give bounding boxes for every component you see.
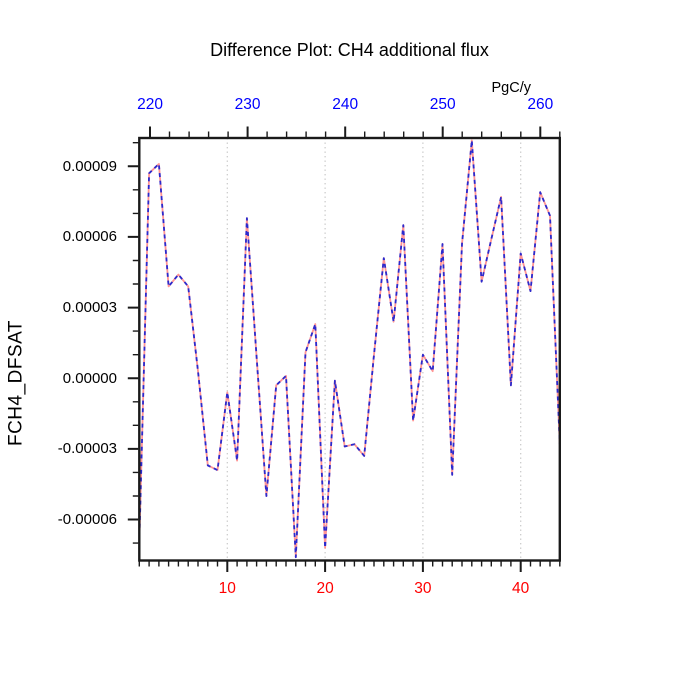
y-tick-label: 0.00000 — [62, 369, 117, 387]
x-tick-label-bottom: 10 — [218, 580, 236, 597]
x-tick-label-bottom: 40 — [512, 580, 530, 597]
y-tick-label: -0.00003 — [57, 440, 117, 458]
x-tick-label-top: 250 — [429, 95, 456, 113]
y-tick-label: -0.00006 — [57, 511, 117, 529]
x-tick-label-bottom: 30 — [414, 580, 432, 597]
major-ticks — [127, 126, 542, 572]
y-tick-label: 0.00009 — [62, 157, 117, 175]
minor-ticks — [132, 131, 561, 567]
x-tick-label-top: 240 — [332, 95, 359, 113]
chart-title: Difference Plot: CH4 additional flux — [210, 40, 489, 60]
y-tick-label: 0.00003 — [62, 299, 117, 317]
x-tick-label-bottom: 20 — [316, 580, 334, 597]
top-axis-unit-label: PgC/y — [491, 80, 532, 96]
y-axis-title: FCH4_DFSAT — [5, 319, 27, 447]
x-tick-label-top: 260 — [527, 95, 554, 113]
data-line-base — [138, 139, 561, 559]
data-line-overlay — [138, 139, 561, 559]
x-tick-label-top: 220 — [137, 95, 163, 113]
x-tick-label-top: 230 — [234, 95, 261, 113]
plot-frame — [138, 136, 562, 562]
y-tick-label: 0.00006 — [62, 228, 117, 246]
